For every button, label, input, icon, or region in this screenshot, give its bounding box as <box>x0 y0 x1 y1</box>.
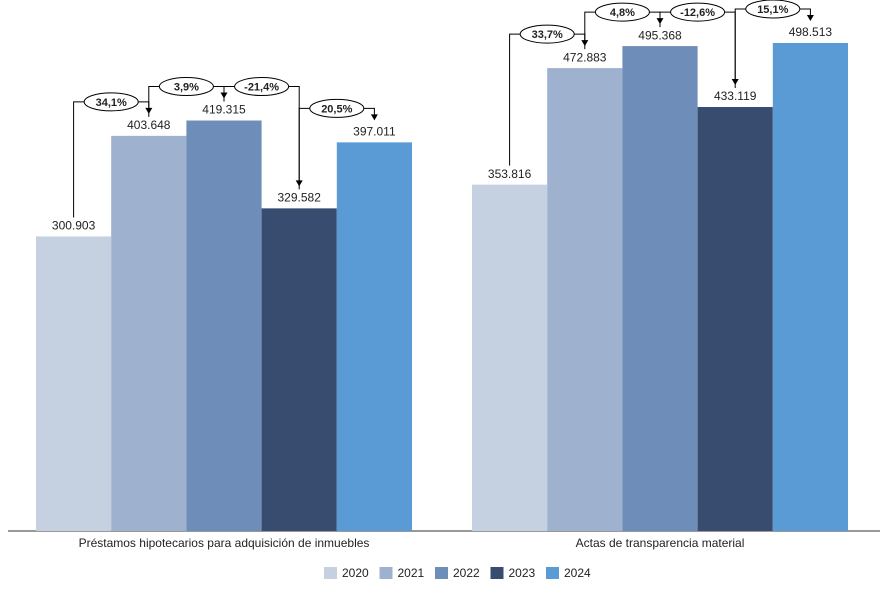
value-label: 300.903 <box>52 219 96 233</box>
legend-label: 2024 <box>564 566 591 580</box>
change-bubble <box>670 2 726 22</box>
arrow-head <box>806 15 814 21</box>
change-label: 3,9% <box>174 81 199 93</box>
bar <box>36 236 112 531</box>
legend-label: 2020 <box>342 566 369 580</box>
legend-label: 2022 <box>453 566 480 580</box>
value-label: 397.011 <box>353 125 396 139</box>
change-bubble <box>309 98 365 118</box>
value-label: 472.883 <box>563 50 607 64</box>
change-label: 33,7% <box>532 29 563 41</box>
change-label: 15,1% <box>757 4 788 16</box>
change-label: -21,4% <box>244 81 279 93</box>
bar <box>336 142 412 531</box>
bar <box>261 208 337 531</box>
change-label: 4,8% <box>610 7 635 19</box>
value-label: 495.368 <box>638 28 682 42</box>
legend-swatch <box>490 567 504 579</box>
change-bubble <box>83 92 139 112</box>
value-label: 498.513 <box>789 25 833 39</box>
change-label: -12,6% <box>680 7 715 19</box>
bar <box>622 46 698 531</box>
bar <box>697 107 773 531</box>
change-label: 34,1% <box>96 97 127 109</box>
legend-swatch <box>379 567 393 579</box>
bar <box>111 135 187 531</box>
category-label: Actas de transparencia material <box>576 536 745 550</box>
arrow-head <box>370 114 378 121</box>
legend-swatch <box>546 567 559 579</box>
legend-label: 2023 <box>509 566 536 580</box>
legend-swatch <box>435 567 448 579</box>
bar <box>547 68 623 532</box>
value-label: 403.648 <box>127 118 171 132</box>
value-label: 433.119 <box>714 89 757 103</box>
bar <box>772 43 848 531</box>
bar <box>186 120 262 531</box>
change-bubble <box>234 77 290 97</box>
change-label: 20,5% <box>321 103 352 115</box>
category-label: Préstamos hipotecarios para adquisición … <box>79 536 370 550</box>
legend-swatch <box>324 567 337 579</box>
value-label: 353.816 <box>488 167 532 181</box>
legend-label: 2021 <box>398 566 425 580</box>
change-bubble <box>158 77 214 97</box>
change-bubble <box>519 24 575 44</box>
value-label: 419.315 <box>202 103 246 117</box>
bar <box>472 184 548 532</box>
value-label: 329.582 <box>278 191 322 205</box>
change-bubble <box>745 0 801 19</box>
change-bubble <box>594 2 650 22</box>
